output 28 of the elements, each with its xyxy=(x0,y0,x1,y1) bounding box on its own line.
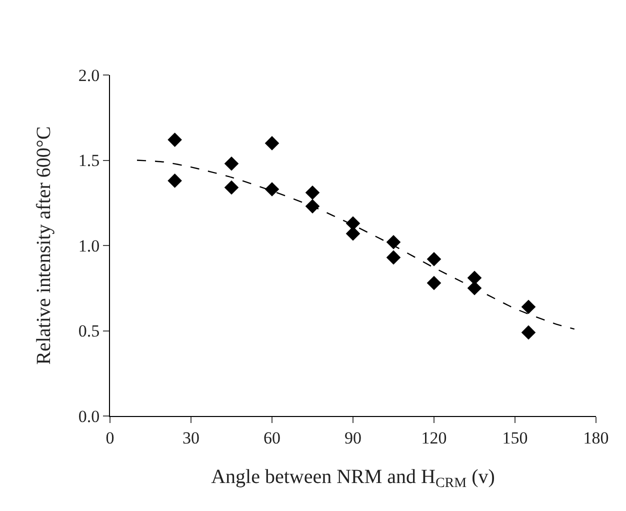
y-tick-label: 1.5 xyxy=(78,151,100,170)
point xyxy=(264,136,280,150)
x-tick-label: 0 xyxy=(106,428,114,448)
y-axis-title: Relative intensity after 600°C xyxy=(32,126,55,365)
point xyxy=(426,252,442,266)
point xyxy=(168,174,182,188)
point xyxy=(521,325,536,340)
point xyxy=(521,300,536,314)
point xyxy=(224,180,239,195)
y-tick-label: 0.0 xyxy=(78,406,100,426)
x-tick-label: 150 xyxy=(502,428,528,448)
point xyxy=(426,276,442,290)
point xyxy=(386,250,401,265)
y-tick-label: 2.0 xyxy=(78,66,100,85)
x-axis-title: Angle between NRM and H$_{CRM}$ (v) xyxy=(211,466,495,492)
x-tick-label: 90 xyxy=(344,428,362,448)
x-tick-label: 120 xyxy=(421,428,447,448)
x-tick-label: 60 xyxy=(264,428,280,448)
y-tick-label: 0.5 xyxy=(78,322,100,341)
point xyxy=(305,185,320,200)
x-tick-label: 180 xyxy=(583,428,609,448)
point xyxy=(224,156,239,171)
point xyxy=(386,234,401,250)
line-series xyxy=(136,160,575,330)
y-tick-label: 1.0 xyxy=(78,236,100,256)
point xyxy=(168,132,182,147)
point xyxy=(264,182,280,196)
x-tick-label: 30 xyxy=(182,428,200,448)
